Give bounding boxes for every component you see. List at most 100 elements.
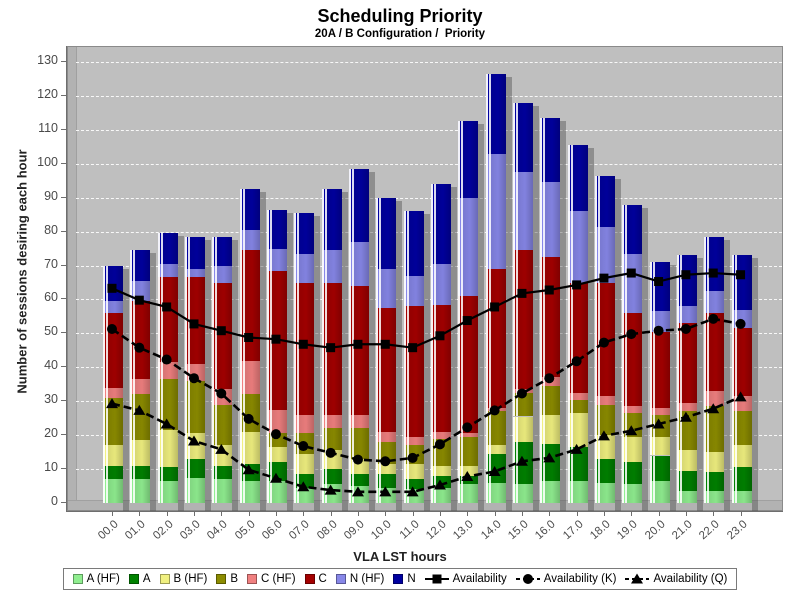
bar-segment-c-hf-06.0 (266, 409, 287, 434)
bar-segment-a-hf-02.0 (157, 480, 178, 503)
triangle-marker (515, 455, 528, 466)
bar-segment-a-19.0 (622, 462, 643, 485)
circle-marker (680, 324, 691, 335)
bar-segment-b-hf-14.0 (485, 445, 506, 454)
bar-shadow-16.0 (560, 121, 567, 511)
grid-line-y-80 (76, 231, 782, 233)
triangle-marker (461, 471, 474, 482)
x-tick-label-15.0: 15.0 (506, 518, 531, 543)
x-tick-11.0 (412, 511, 414, 516)
circle-marker (489, 405, 500, 416)
legend-label: N (407, 573, 416, 585)
bar-segment-n-hf-18.0 (594, 226, 615, 283)
bar-segment-b-04.0 (212, 404, 233, 446)
bar-segment-n-03.0 (184, 236, 205, 269)
bar-segment-a-17.0 (567, 447, 588, 481)
square-marker (380, 339, 390, 349)
square-marker (462, 316, 472, 326)
y-tick-130 (61, 61, 67, 63)
circle-marker (571, 356, 582, 367)
bar-segment-b-hf-06.0 (266, 447, 287, 463)
legend-item-c: C (304, 573, 327, 585)
bar-segment-c-13.0 (458, 296, 479, 434)
square-marker (162, 302, 172, 312)
bar-shadow-18.0 (614, 178, 621, 511)
bar-segment-n-hf-02.0 (157, 263, 178, 278)
x-tick-label-23.0: 23.0 (724, 518, 750, 543)
bar-segment-a-hf-14.0 (485, 482, 506, 503)
circle-marker (653, 325, 664, 336)
square-marker (326, 343, 336, 353)
bar-segment-c-hf-00.0 (103, 387, 123, 398)
legend-item-b: B (216, 573, 238, 585)
x-axis-title: VLA LST hours (353, 549, 447, 564)
bar-segment-b-00.0 (103, 397, 123, 446)
x-tick-09.0 (357, 511, 359, 516)
bar-segment-n-10.0 (376, 197, 397, 269)
x-tick-06.0 (275, 511, 277, 516)
circle-marker (708, 313, 719, 324)
legend-swatch-icon (247, 574, 258, 584)
y-tick-label-110: 110 (38, 120, 58, 135)
legend-swatch-icon (393, 574, 404, 584)
bar-segment-b-hf-04.0 (212, 445, 233, 466)
x-tick-label-17.0: 17.0 (560, 518, 586, 543)
legend-box: A (HF) A B (HF) B C (HF) C N (HF) N Availability… (62, 568, 738, 590)
bar-segment-b-hf-22.0 (704, 452, 725, 473)
bar-shadow-12.0 (450, 187, 457, 511)
bar-shadow-10.0 (396, 200, 403, 511)
circle-marker (598, 337, 609, 348)
x-tick-label-04.0: 04.0 (205, 518, 231, 543)
bar-segment-a-21.0 (676, 470, 697, 492)
bar-segment-b-hf-12.0 (430, 465, 451, 476)
bar-segment-a-00.0 (103, 465, 123, 480)
bar-shadow-09.0 (368, 171, 375, 511)
x-tick-label-02.0: 02.0 (150, 518, 176, 543)
x-tick-00.0 (112, 511, 113, 516)
bar-shadow-05.0 (259, 192, 266, 511)
bar-segment-b-hf-00.0 (103, 445, 123, 466)
bar-segment-c-hf-13.0 (458, 433, 479, 437)
legend-item-availability-k: Availability (K) (515, 573, 616, 585)
x-tick-01.0 (139, 511, 141, 516)
bar-segment-n-hf-14.0 (485, 153, 506, 269)
x-tick-label-08.0: 08.0 (314, 518, 340, 543)
bar-segment-a-18.0 (594, 458, 615, 483)
bar-23.0 (731, 47, 752, 503)
triangle-marker (597, 430, 610, 441)
grid-line-y-120 (76, 95, 782, 97)
bar-segment-c-hf-02.0 (157, 362, 178, 380)
grid-line-y-60 (76, 299, 782, 301)
bar-segment-a-hf-17.0 (567, 480, 588, 503)
y-tick-label-30: 30 (44, 392, 58, 407)
y-tick-label-0: 0 (51, 494, 58, 508)
grid-line-y-30 (76, 401, 782, 403)
bar-segment-b-hf-19.0 (622, 436, 643, 463)
bar-segment-b-02.0 (157, 379, 178, 431)
circle-marker (188, 373, 199, 384)
circle-marker (161, 354, 172, 365)
triangle-marker (707, 403, 720, 414)
line-availability (111, 271, 741, 349)
bar-segment-a-04.0 (212, 465, 233, 480)
bar-segment-c-hf-19.0 (622, 406, 643, 414)
bar-shadow-07.0 (314, 215, 321, 511)
y-tick-40 (61, 366, 67, 368)
triangle-marker (406, 486, 419, 497)
x-tick-label-03.0: 03.0 (178, 518, 203, 543)
bar-segment-a-08.0 (321, 469, 342, 485)
x-tick-07.0 (303, 511, 305, 516)
square-marker (244, 332, 254, 342)
bar-segment-n-14.0 (485, 73, 506, 154)
bar-segment-b-hf-15.0 (512, 416, 533, 442)
bar-segment-n-hf-06.0 (266, 248, 287, 271)
x-tick-label-19.0: 19.0 (615, 518, 641, 543)
square-marker (654, 277, 664, 287)
bar-17.0 (567, 47, 588, 503)
legend-label: Availability (Q) (653, 573, 728, 585)
triangle-marker (351, 486, 364, 497)
circle-marker (380, 456, 391, 467)
bar-15.0 (512, 47, 533, 503)
square-marker (271, 334, 281, 344)
x-tick-22.0 (713, 511, 715, 516)
